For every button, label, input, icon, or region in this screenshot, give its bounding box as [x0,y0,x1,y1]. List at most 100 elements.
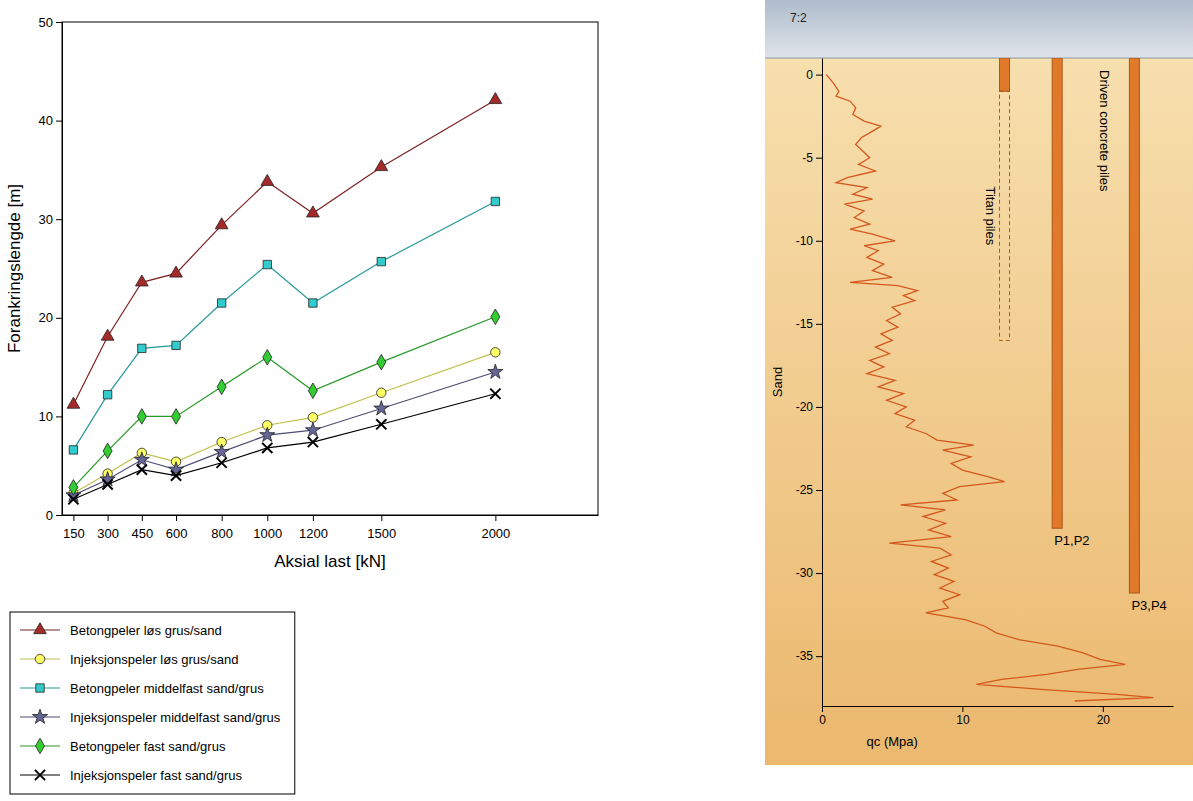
x-axis-tick-label: 10 [956,713,970,727]
y-axis-tick-label: 40 [39,113,53,128]
series-marker [374,401,389,415]
right-chart: 010200-5-10-15-20-25-30-35qc (Mpa)SandTi… [765,0,1193,765]
y-axis-tick-label: 0 [806,68,813,82]
y-axis-tick: -5 [802,151,822,165]
series-marker [69,446,77,454]
y-axis-tick: -20 [796,400,822,414]
series-marker [491,197,499,205]
y-axis-tick-mark [56,121,62,122]
series-marker [217,458,227,468]
series-marker [135,275,148,286]
legend-label: Betongpeler middelfast sand/grus [70,681,264,696]
series-marker [263,349,272,365]
legend-label: Injeksjonspeler løs grus/sand [70,652,238,667]
x-axis-tick-label: 1500 [367,526,396,541]
x-axis: 01020 [819,706,1173,727]
x-axis-tick-mark [495,515,496,521]
y-axis-tick-label: 30 [39,212,53,227]
x-axis-tick-mark [381,515,382,521]
x-axis-tick-label: 1200 [299,526,328,541]
series-marker [214,444,229,458]
series-marker [138,344,146,352]
x-axis-tick-mark [176,515,177,521]
x-axis: 1503004506008001000120015002000 [63,515,599,541]
y-axis: 0-5-10-15-20-25-30-35 [796,59,823,707]
series-marker [69,480,78,496]
y-axis-tick-label: 0 [46,508,53,523]
y-axis-tick-mark [56,416,62,417]
x-axis-tick: 2000 [481,515,510,541]
y-axis-tick: 0 [46,508,62,523]
x-axis-tick-mark [73,515,74,521]
series-marker [488,364,503,378]
series-marker [217,379,226,395]
y-axis-tick: 30 [39,212,62,227]
y-axis-tick: 20 [39,310,62,325]
y-axis-tick: -30 [796,566,822,580]
x-axis-tick: 1200 [299,515,328,541]
series-line [73,100,495,405]
y-axis-tick: 40 [39,113,62,128]
series-marker [137,409,146,425]
x-axis-tick: 1000 [253,515,282,541]
pile-label: Titan piles [983,186,998,245]
pile [1000,58,1010,91]
y-axis-tick-label: -20 [796,400,814,414]
series-marker [103,443,112,459]
legend-label: Betongpeler fast sand/grus [70,739,226,754]
series-marker [68,494,78,504]
series-marker [375,160,388,171]
x-axis-tick-label: 150 [63,526,85,541]
figure: 1503004506008001000120015002000010203040… [0,0,1193,801]
y-axis-tick: -10 [796,234,822,248]
y-axis-tick-mark [816,573,822,574]
legend-marker [35,770,45,780]
y-axis-tick-mark [816,324,822,325]
x-axis-tick-mark [222,515,223,521]
series-marker [376,419,386,429]
series-marker [490,389,500,399]
x-axis-tick-label: 600 [166,526,188,541]
y-axis-tick-mark [816,75,822,76]
x-axis-tick-label: 1000 [253,526,282,541]
y-axis-tick-mark [816,158,822,159]
series-marker [134,452,149,466]
y-axis-tick-label: -5 [802,151,813,165]
x-axis-tick-mark [142,515,143,521]
y-axis-tick-mark [56,515,62,516]
legend-marker [34,623,47,634]
legend-marker [35,654,44,663]
y-axis-tick-label: -10 [796,234,814,248]
y-axis-tick-mark [56,219,62,220]
series-marker [172,341,180,349]
figure-number: 7:2 [790,11,807,25]
x-axis-tick-mark [267,515,268,521]
x-axis-tick-mark [313,515,314,521]
pile-label: P3,P4 [1131,598,1166,613]
x-axis-tick: 300 [97,515,119,541]
y-axis-tick: -25 [796,483,822,497]
x-axis-tick-mark [822,706,823,712]
series-marker [308,383,317,399]
series-marker [170,266,183,277]
x-axis-tick-mark [962,706,963,712]
y-axis-tick-mark [56,318,62,319]
series-marker [377,388,386,397]
series-marker [260,427,275,441]
legend-label: Betongpeler løs grus/sand [70,623,222,638]
series-marker [305,422,320,436]
x-axis-tick-mark [108,515,109,521]
sand-background [765,58,1193,765]
legend-label: Injeksjonspeler fast sand/grus [70,768,242,783]
series-marker [262,443,272,453]
water-background [765,0,1193,58]
legend-marker [32,709,47,723]
x-axis-tick-label: 20 [1097,713,1111,727]
x-axis-tick: 10 [956,706,970,727]
series-line [73,201,495,449]
y-axis-tick-label: 50 [39,15,53,30]
x-axis-line [823,706,1174,707]
plot-frame [62,22,598,515]
series-marker [307,206,320,217]
plot-area [66,93,503,505]
